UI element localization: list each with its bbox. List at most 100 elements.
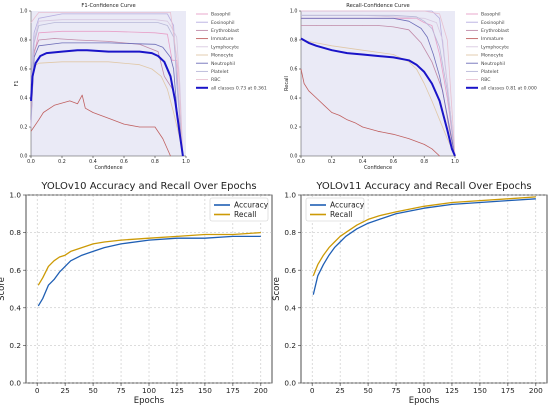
y-tick-label: 1.0 [20, 9, 28, 15]
x-tick-label: 175 [226, 386, 240, 395]
x-tick-label: 125 [170, 386, 184, 395]
x-tick-label: 200 [529, 386, 543, 395]
series-line-6 [300, 39, 456, 157]
plot-area [301, 11, 455, 156]
x-tick-label: 1.0 [451, 159, 459, 165]
x-axis-label: Confidence [94, 165, 122, 171]
legend-label: Neutrophil [211, 61, 235, 67]
x-tick-label: 75 [116, 386, 125, 395]
x-tick-label: 0.6 [120, 159, 128, 165]
x-tick-label: 75 [391, 386, 400, 395]
series-line-1 [37, 235, 261, 307]
legend-label: Recall [234, 210, 256, 219]
chart-1: 0.0 0.2 0.4 0.6 0.8 1.0 0.0 0.2 0.4 0.6 0.8 1.0 F1-C… [14, 3, 267, 171]
legend-label: Accuracy [330, 201, 365, 210]
y-tick-label: 0.8 [20, 38, 28, 44]
y-tick-label: 1.0 [284, 191, 296, 200]
x-tick-label: 0 [35, 386, 40, 395]
y-tick-label: 0.6 [20, 67, 28, 73]
x-tick-label: 0.6 [390, 159, 398, 165]
y-axis-label: Recall [284, 76, 290, 91]
x-tick-label: 0.8 [151, 159, 159, 165]
series-line-6 [30, 61, 184, 157]
y-tick-label: 0.8 [9, 228, 21, 237]
series-line-10 [30, 49, 184, 157]
x-tick-label: 0.4 [89, 159, 97, 165]
x-tick-label: 0 [310, 386, 315, 395]
series-line-9 [30, 11, 184, 157]
legend: Basophil Eosinophil Erythroblast Immature Ly… [196, 12, 267, 91]
x-tick-label: 100 [417, 386, 431, 395]
y-tick-label: 0.6 [290, 67, 298, 73]
legend-label: Basophil [481, 12, 501, 18]
chart-4: 0 25 50 75 100 125 150 175 200 0.0 0.2 0.4 0.6 0.8 1.0… [272, 181, 548, 406]
y-tick-label: 0.6 [9, 266, 21, 275]
legend-label: Eosinophil [481, 20, 505, 26]
x-tick-label: 1.0 [182, 159, 190, 165]
x-tick-label: 25 [60, 386, 69, 395]
x-tick-label: 50 [363, 386, 373, 395]
legend-label: Basophil [211, 12, 231, 18]
x-tick-label: 50 [88, 386, 98, 395]
legend-label: Lymphocyte [211, 44, 239, 50]
legend-label: Neutrophil [481, 61, 505, 67]
legend: Basophil Eosinophil Erythroblast Immature Ly… [466, 12, 537, 91]
x-axis-label: Confidence [364, 165, 392, 171]
legend-label: Accuracy [234, 201, 269, 210]
legend-label: RBC [481, 77, 490, 83]
legend-label: Immature [481, 36, 504, 42]
legend-label: Platelet [481, 69, 499, 75]
series-line-8 [30, 22, 184, 157]
y-tick-label: 0.2 [290, 125, 298, 131]
y-axis-label: Score [272, 277, 282, 301]
y-tick-label: 0.4 [9, 303, 21, 312]
y-tick-label: 0.2 [284, 341, 296, 350]
x-tick-label: 25 [335, 386, 344, 395]
y-tick-label: 1.0 [9, 191, 21, 200]
chart-3: 0 25 50 75 100 125 150 175 200 0.0 0.2 0.4 0.6 0.8 1.0… [0, 181, 273, 406]
legend-label: Monocyte [481, 53, 504, 59]
legend-label: Eosinophil [211, 20, 235, 26]
y-tick-label: 0.8 [284, 228, 296, 237]
legend-label: Lymphocyte [481, 44, 509, 50]
series-line-4 [300, 68, 440, 157]
y-tick-label: 0.0 [284, 379, 296, 388]
y-tick-label: 0.8 [290, 38, 298, 44]
x-tick-label: 0.2 [58, 159, 66, 165]
chart-title: YOLOv11 Accuracy and Recall Over Epochs [315, 181, 531, 192]
x-tick-label: 0.0 [297, 159, 305, 165]
x-tick-label: 150 [473, 386, 487, 395]
chart-title: F1-Confidence Curve [81, 3, 135, 9]
x-axis-label: Epochs [409, 396, 440, 406]
chart-title: Recall-Confidence Curve [346, 3, 409, 9]
y-tick-label: 0.6 [284, 266, 296, 275]
x-axis-label: Epochs [134, 396, 165, 406]
legend-label: Monocyte [211, 53, 234, 59]
y-tick-label: 0.4 [20, 96, 28, 102]
series-line-8 [301, 14, 456, 157]
x-tick-label: 0.2 [328, 159, 336, 165]
x-tick-label: 175 [501, 386, 515, 395]
x-tick-label: 0.4 [359, 159, 367, 165]
x-tick-label: 200 [254, 386, 268, 395]
x-tick-label: 150 [198, 386, 212, 395]
series-line-1 [312, 198, 536, 295]
legend-label: Erythroblast [481, 28, 509, 34]
legend-label: Immature [211, 36, 234, 42]
legend-label: Erythroblast [211, 28, 239, 34]
chart-2: 0.0 0.2 0.4 0.6 0.8 1.0 0.0 0.2 0.4 0.6 0.8 1.0 Reca… [284, 3, 537, 171]
legend-label: Platelet [211, 69, 229, 75]
legend-label: all classes 0.81 at 0.000 [481, 85, 537, 91]
chart-title: YOLOv10 Accuracy and Recall Over Epochs [40, 181, 256, 192]
plot-area [31, 11, 186, 156]
y-tick-label: 0.4 [290, 96, 298, 102]
series-line-10 [300, 37, 456, 157]
series-line-9 [301, 10, 456, 157]
y-tick-label: 0.2 [20, 125, 28, 131]
series-line-2 [37, 231, 261, 286]
x-tick-label: 0.0 [27, 159, 35, 165]
legend-label: RBC [211, 77, 220, 83]
y-tick-label: 0.0 [20, 154, 28, 160]
